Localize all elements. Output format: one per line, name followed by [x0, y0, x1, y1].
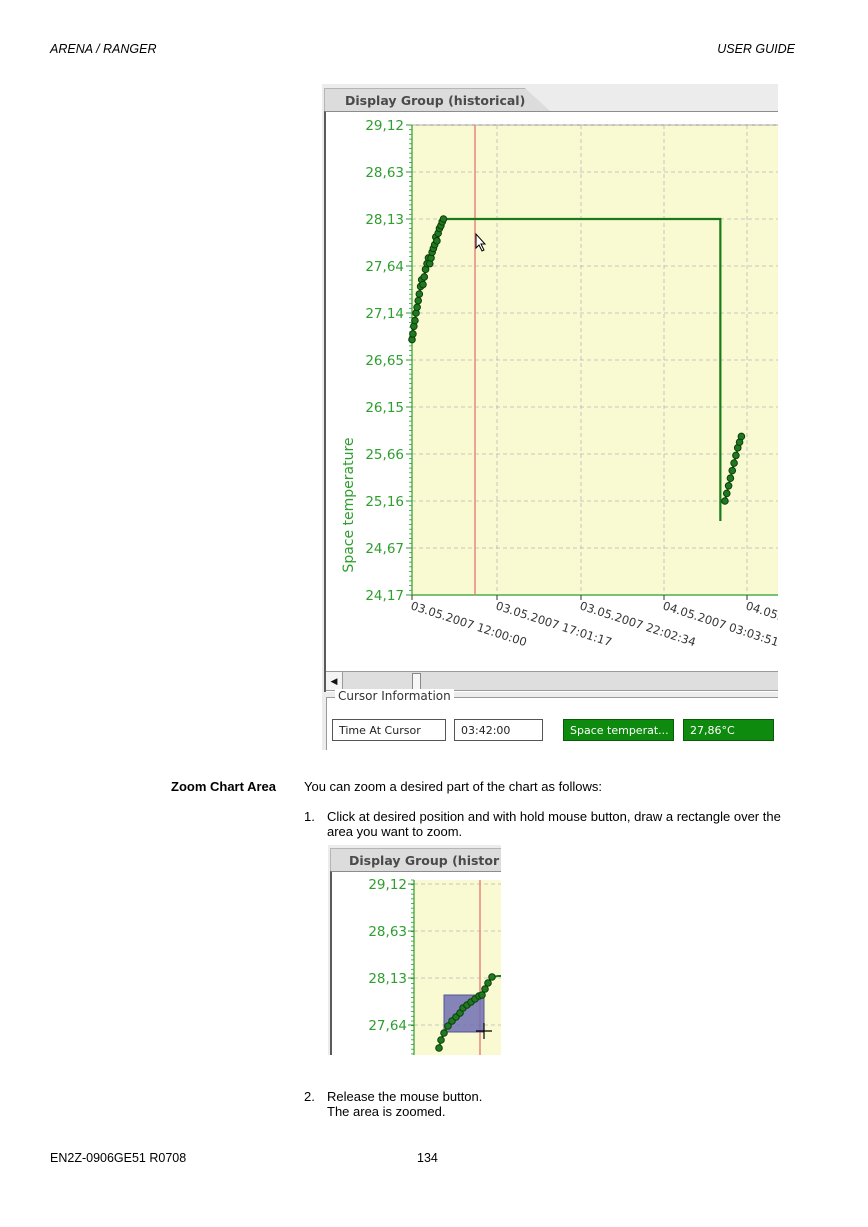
data-point: [435, 1044, 443, 1052]
data-point: [721, 497, 729, 505]
data-point: [730, 459, 738, 467]
y-tick-label: 25,66: [365, 447, 404, 463]
scroll-left-arrow-icon[interactable]: ◀: [326, 672, 343, 690]
step-1-number: 1.: [304, 809, 315, 824]
y-tick-label: 25,16: [365, 494, 404, 510]
y-tick-label: 28,13: [368, 971, 407, 987]
data-point: [732, 451, 740, 460]
horizontal-scrollbar[interactable]: ◀: [326, 671, 778, 691]
data-point: [722, 489, 731, 498]
cursor-information-panel: Cursor Information Time At Cursor 03:42:…: [326, 689, 778, 750]
step-1-line-1: Click at desired position and with hold …: [327, 809, 781, 824]
header-right: USER GUIDE: [717, 42, 795, 56]
chart-area[interactable]: 29,12 28,63 28,13 27,64 27,14 26,65 26,15 25,66…: [324, 111, 778, 692]
data-point: [478, 991, 486, 999]
data-point: [411, 316, 419, 325]
data-point: [444, 1022, 452, 1030]
data-point: [440, 1029, 448, 1037]
header-left: ARENA / RANGER: [50, 42, 157, 56]
y-tick-label: 28,63: [365, 165, 404, 181]
data-point: [439, 215, 448, 223]
data-point: [726, 474, 735, 483]
y-tick-label: 27,64: [368, 1018, 407, 1034]
y-tick-label: 28,63: [368, 924, 407, 940]
step-1-text: Click at desired position and with hold …: [327, 809, 797, 839]
crosshair-cursor-icon: [476, 1023, 492, 1039]
x-tick-label: 04.05...: [744, 599, 778, 626]
footer-doc-id: EN2Z-0906GE51 R0708: [50, 1151, 187, 1165]
y-tick-label: 27,14: [365, 306, 404, 322]
y-tick-label: 24,67: [365, 541, 404, 557]
trend-chart[interactable]: 29,12 28,63 28,13 27,64 27,14 26,65 26,15 25,66…: [326, 112, 778, 692]
data-point: [420, 273, 429, 281]
y-tick-label: 24,17: [365, 588, 404, 604]
cursor-information-legend: Cursor Information: [335, 689, 454, 703]
y-tick-label: 28,13: [365, 212, 404, 228]
y-tick-label: 29,12: [368, 877, 407, 893]
data-point: [737, 432, 746, 441]
mouse-pointer-icon: [475, 232, 487, 252]
data-point: [414, 296, 423, 305]
step-2-number: 2.: [304, 1089, 315, 1104]
step-2-line-2: The area is zoomed.: [327, 1104, 446, 1119]
tab-display-group-cropped[interactable]: Display Group (histor: [330, 848, 501, 873]
series-value-badge: 27,86°C: [683, 719, 774, 741]
zoom-selection-screenshot: Display Group (histor 29,12 28,63 28,13 27,…: [328, 845, 501, 1055]
time-at-cursor-value: 03:42:00: [454, 719, 543, 741]
zoom-chart-area[interactable]: 29,12 28,63 28,13 27,64: [330, 871, 501, 1055]
step-2-text: Release the mouse button. The area is zo…: [327, 1089, 797, 1119]
data-point: [481, 985, 489, 993]
step-2-line-1: Release the mouse button.: [327, 1089, 483, 1104]
zoom-trend-chart[interactable]: 29,12 28,63 28,13 27,64: [332, 872, 501, 1055]
y-tick-label: 27,64: [365, 259, 404, 275]
series-step-line: [443, 217, 722, 521]
display-group-screenshot: Display Group (historical) 29,12 28,63 28,…: [322, 84, 778, 750]
y-tick-label: 26,65: [365, 353, 404, 369]
data-point: [724, 482, 733, 490]
scroll-thumb[interactable]: [412, 673, 421, 690]
step-1-line-2: area you want to zoom.: [327, 824, 463, 839]
data-point: [484, 979, 492, 987]
y-tick-label: 29,12: [365, 118, 404, 134]
y-tick-label: 26,15: [365, 400, 404, 416]
data-point: [413, 303, 421, 312]
data-point: [728, 466, 737, 475]
data-point: [433, 237, 441, 245]
intro-paragraph: You can zoom a desired part of the chart…: [304, 779, 602, 794]
data-point: [419, 280, 427, 289]
data-point: [409, 330, 417, 338]
data-point: [437, 1036, 445, 1044]
time-at-cursor-label: Time At Cursor: [332, 719, 446, 741]
y-axis-label: Space temperature: [341, 437, 357, 572]
data-point: [488, 973, 496, 981]
data-point: [415, 290, 424, 298]
section-label-zoom: Zoom Chart Area: [171, 779, 276, 794]
series-name-badge: Space temperat...: [563, 719, 674, 741]
tab-display-group[interactable]: Display Group (historical): [324, 88, 553, 113]
footer-page-number: 134: [417, 1151, 438, 1165]
